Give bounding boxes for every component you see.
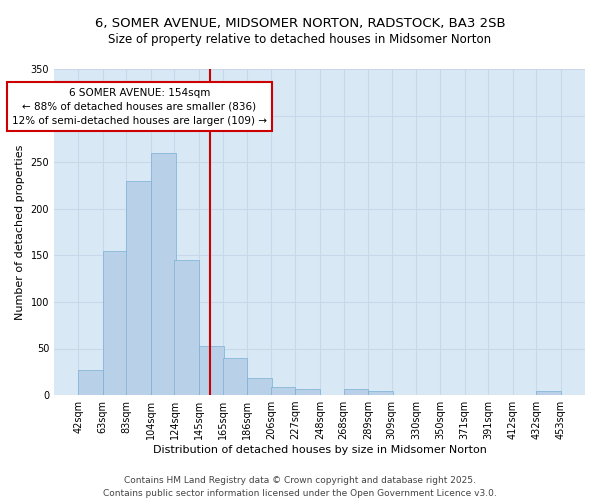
Bar	[175, 260, 199, 395]
Bar	[199, 346, 224, 395]
Bar	[151, 153, 176, 395]
Bar	[295, 390, 320, 395]
Bar	[127, 181, 151, 395]
Bar	[271, 386, 295, 395]
Y-axis label: Number of detached properties: Number of detached properties	[15, 144, 25, 320]
Text: Contains HM Land Registry data © Crown copyright and database right 2025.
Contai: Contains HM Land Registry data © Crown c…	[103, 476, 497, 498]
Bar	[103, 250, 128, 395]
Bar	[536, 392, 561, 395]
Bar	[223, 358, 247, 395]
Bar	[368, 392, 393, 395]
Text: 6 SOMER AVENUE: 154sqm
← 88% of detached houses are smaller (836)
12% of semi-de: 6 SOMER AVENUE: 154sqm ← 88% of detached…	[12, 88, 267, 126]
Bar	[78, 370, 103, 395]
X-axis label: Distribution of detached houses by size in Midsomer Norton: Distribution of detached houses by size …	[152, 445, 487, 455]
Bar	[247, 378, 272, 395]
Bar	[344, 390, 368, 395]
Text: Size of property relative to detached houses in Midsomer Norton: Size of property relative to detached ho…	[109, 32, 491, 46]
Text: 6, SOMER AVENUE, MIDSOMER NORTON, RADSTOCK, BA3 2SB: 6, SOMER AVENUE, MIDSOMER NORTON, RADSTO…	[95, 18, 505, 30]
